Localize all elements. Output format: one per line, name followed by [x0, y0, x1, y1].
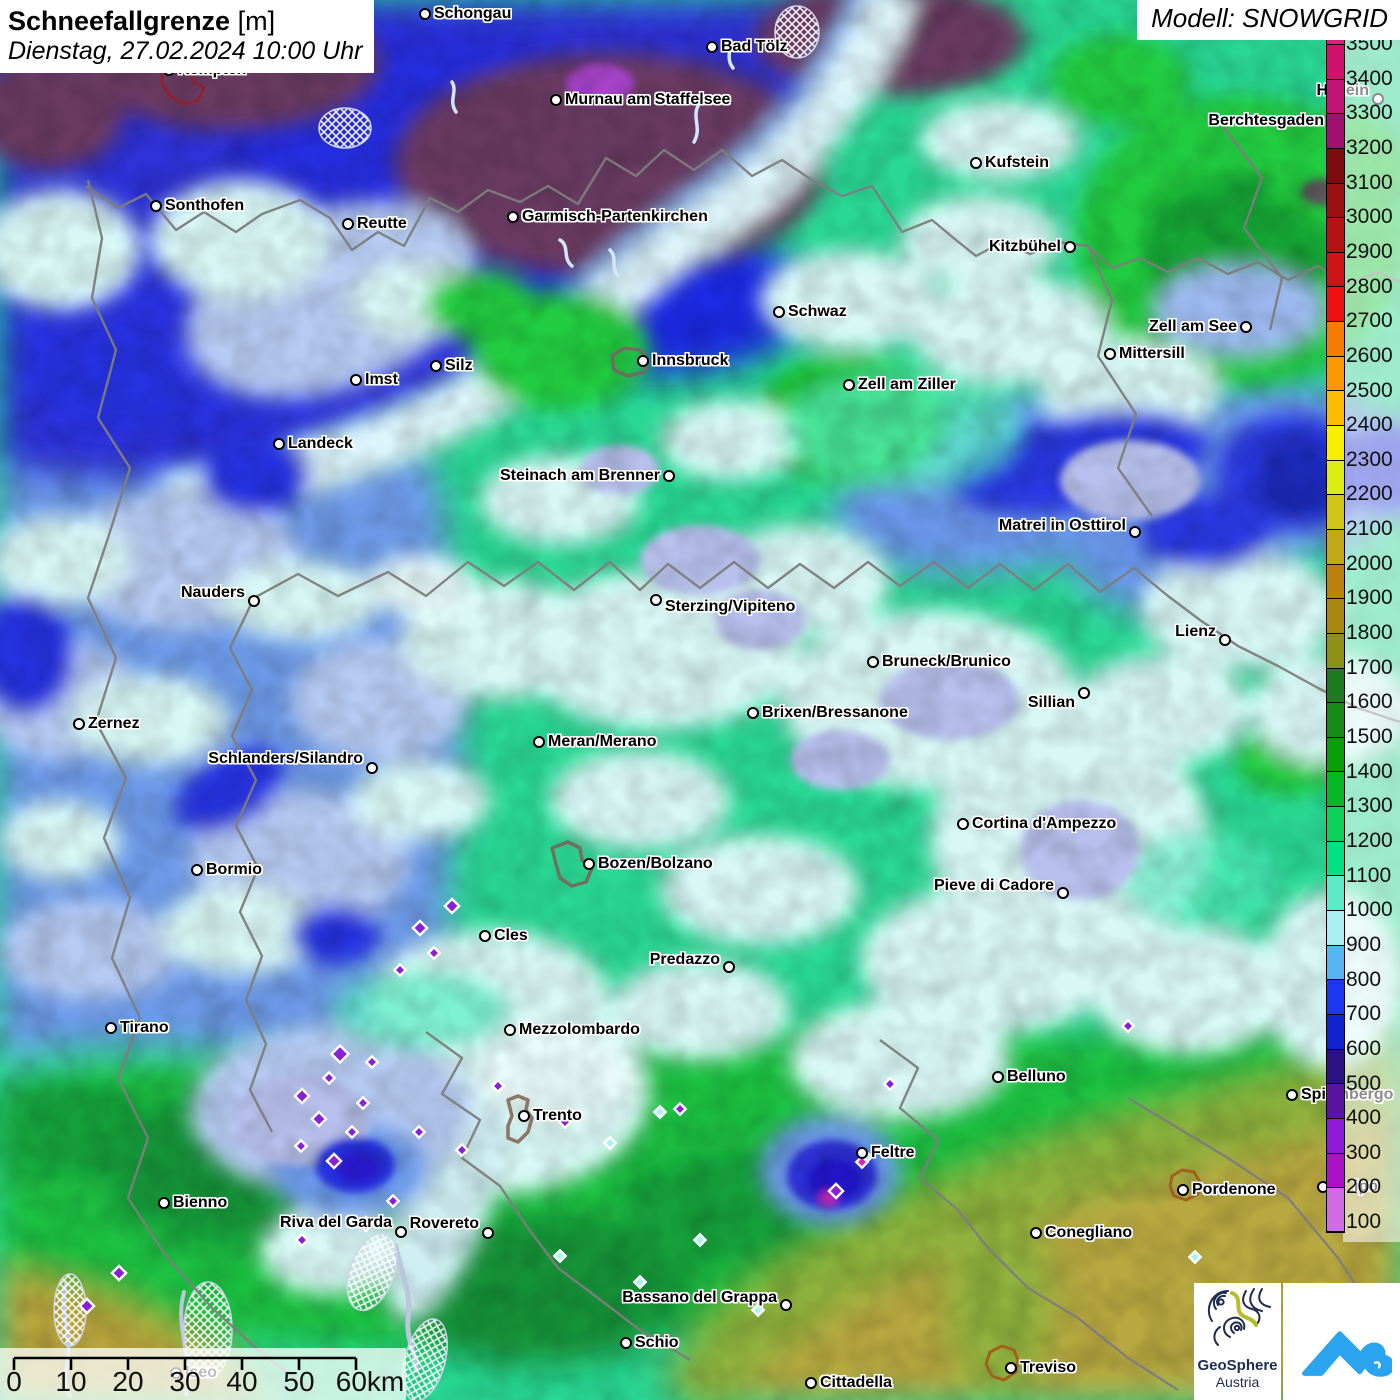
scalebar-number: 10 — [55, 1366, 87, 1397]
colorbar-segment — [1327, 148, 1344, 184]
colorbar-segment — [1327, 1118, 1344, 1154]
colorbar-segment — [1327, 772, 1344, 808]
colorbar-tick-label: 1500 — [1346, 725, 1393, 748]
colorbar-segment — [1327, 460, 1344, 496]
colorbar-tick-label: 2900 — [1346, 239, 1393, 263]
colorbar-tick-label: 2200 — [1346, 482, 1393, 506]
colorbar-segment — [1327, 79, 1344, 115]
colorbar-tick-label: 2100 — [1346, 517, 1393, 541]
colorbar-segment — [1327, 1014, 1344, 1050]
colorbar-tick-label: 600 — [1346, 1036, 1382, 1060]
colorbar-tick-label: 100 — [1346, 1210, 1382, 1234]
colorbar-tick-label: 3000 — [1346, 205, 1393, 229]
scalebar-number: 50 — [283, 1366, 315, 1397]
colorbar-tick-label: 1700 — [1346, 655, 1393, 679]
colorbar-segment — [1327, 841, 1344, 877]
colorbar-tick-label: 1300 — [1346, 794, 1393, 818]
colorbar-segment — [1327, 980, 1344, 1015]
colorbar-tick-label: 2500 — [1346, 378, 1393, 402]
colorbar-tick-label: 700 — [1346, 1002, 1382, 1026]
page-title: Schneefallgrenze [m] — [8, 6, 276, 36]
colorbar-tick-label: 3100 — [1346, 170, 1393, 194]
colorbar-tick-label: 400 — [1346, 1106, 1382, 1130]
colorbar-segment — [1327, 1188, 1344, 1232]
snowgrid-logo — [1283, 1283, 1400, 1400]
scalebar-ruler — [12, 1356, 358, 1370]
geosphere-name: GeoSphere — [1197, 1357, 1278, 1374]
scalebar-number: 30 — [169, 1366, 201, 1397]
colorbar-tick-label: 3200 — [1346, 135, 1393, 159]
colorbar-segment — [1327, 737, 1344, 773]
colorbar-tick-label: 1400 — [1346, 759, 1393, 783]
colorbar-segment — [1327, 703, 1344, 738]
colorbar-tick-label: 2800 — [1346, 274, 1393, 298]
colorbar-segment — [1327, 633, 1344, 669]
colorbar-segment — [1327, 1153, 1344, 1189]
colorbar-tick-label: 1600 — [1346, 690, 1393, 714]
colorbar-segment — [1327, 426, 1344, 461]
colorbar-tick-label: 900 — [1346, 932, 1382, 956]
colorbar-tick-label: 1000 — [1346, 898, 1393, 922]
scalebar-number: 20 — [112, 1366, 144, 1397]
model-box: Modell: SNOWGRID — [1137, 0, 1400, 40]
colorbar-tick-label: 2000 — [1346, 551, 1393, 575]
colorbar-segment — [1327, 36, 1344, 45]
colorbar-tick-label: 800 — [1346, 967, 1382, 991]
colorbar-segment — [1327, 45, 1344, 80]
colorbar-segment — [1327, 1049, 1344, 1085]
colorbar-segment — [1327, 945, 1344, 981]
colorbar-tick-label: 1100 — [1346, 863, 1392, 887]
model-label: Modell: SNOWGRID — [1151, 3, 1388, 33]
colorbar-segment — [1327, 218, 1344, 253]
colorbar-segment — [1327, 668, 1344, 704]
colorbar-tick-label: 200 — [1346, 1175, 1382, 1199]
colorbar-tick-label: 2300 — [1346, 447, 1393, 471]
colorbar-tick-label: 1900 — [1346, 586, 1393, 610]
timestamp: Dienstag, 27.02.2024 10:00 Uhr — [8, 37, 363, 65]
colorbar-segment — [1327, 564, 1344, 600]
geosphere-logo: GeoSphere Austria — [1194, 1283, 1281, 1400]
scalebar-number: 60km — [335, 1366, 405, 1397]
colorbar-segment — [1327, 287, 1344, 323]
mountain-icon — [1301, 1330, 1392, 1377]
scalebar-number: 0 — [6, 1366, 22, 1397]
colorbar-tick-label: 300 — [1346, 1140, 1382, 1164]
colorbar-segment — [1327, 599, 1344, 634]
colorbar-segment — [1327, 911, 1344, 946]
colorbar-tick-label: 2600 — [1346, 343, 1393, 367]
colorbar-tick-label: 1200 — [1346, 828, 1393, 852]
scalebar: 0 10 20 30 40 50 60km — [0, 1348, 406, 1400]
colorbar-segment — [1327, 183, 1344, 219]
colorbar-tick-label: 2700 — [1346, 309, 1393, 333]
colorbar — [1326, 35, 1345, 1233]
colorbar-segment — [1327, 252, 1344, 288]
colorbar-segment — [1327, 356, 1344, 392]
title-box: Schneefallgrenze [m] Dienstag, 27.02.202… — [0, 0, 375, 73]
colorbar-tick-label: 1800 — [1346, 621, 1393, 645]
colorbar-segment — [1327, 1084, 1344, 1119]
colorbar-tick-label: 2400 — [1346, 413, 1393, 437]
valley-markers — [78, 897, 1203, 1318]
colorbar-segment — [1327, 322, 1344, 357]
geosphere-contour-icon — [1207, 1288, 1271, 1346]
colorbar-tick-label: 3300 — [1346, 101, 1393, 125]
borders — [85, 127, 1400, 1395]
colorbar-segment — [1327, 876, 1344, 912]
colorbar-segment — [1327, 529, 1344, 565]
colorbar-segment — [1327, 391, 1344, 427]
colorbar-segment — [1327, 114, 1344, 149]
scalebar-number: 40 — [226, 1366, 258, 1397]
geosphere-country: Austria — [1215, 1374, 1260, 1390]
colorbar-tick-label: 3400 — [1346, 66, 1393, 90]
colorbar-tick-label: 500 — [1346, 1071, 1382, 1095]
colorbar-label-strip — [1343, 30, 1400, 1242]
colorbar-segment — [1327, 807, 1344, 842]
colorbar-segment — [1327, 495, 1344, 530]
